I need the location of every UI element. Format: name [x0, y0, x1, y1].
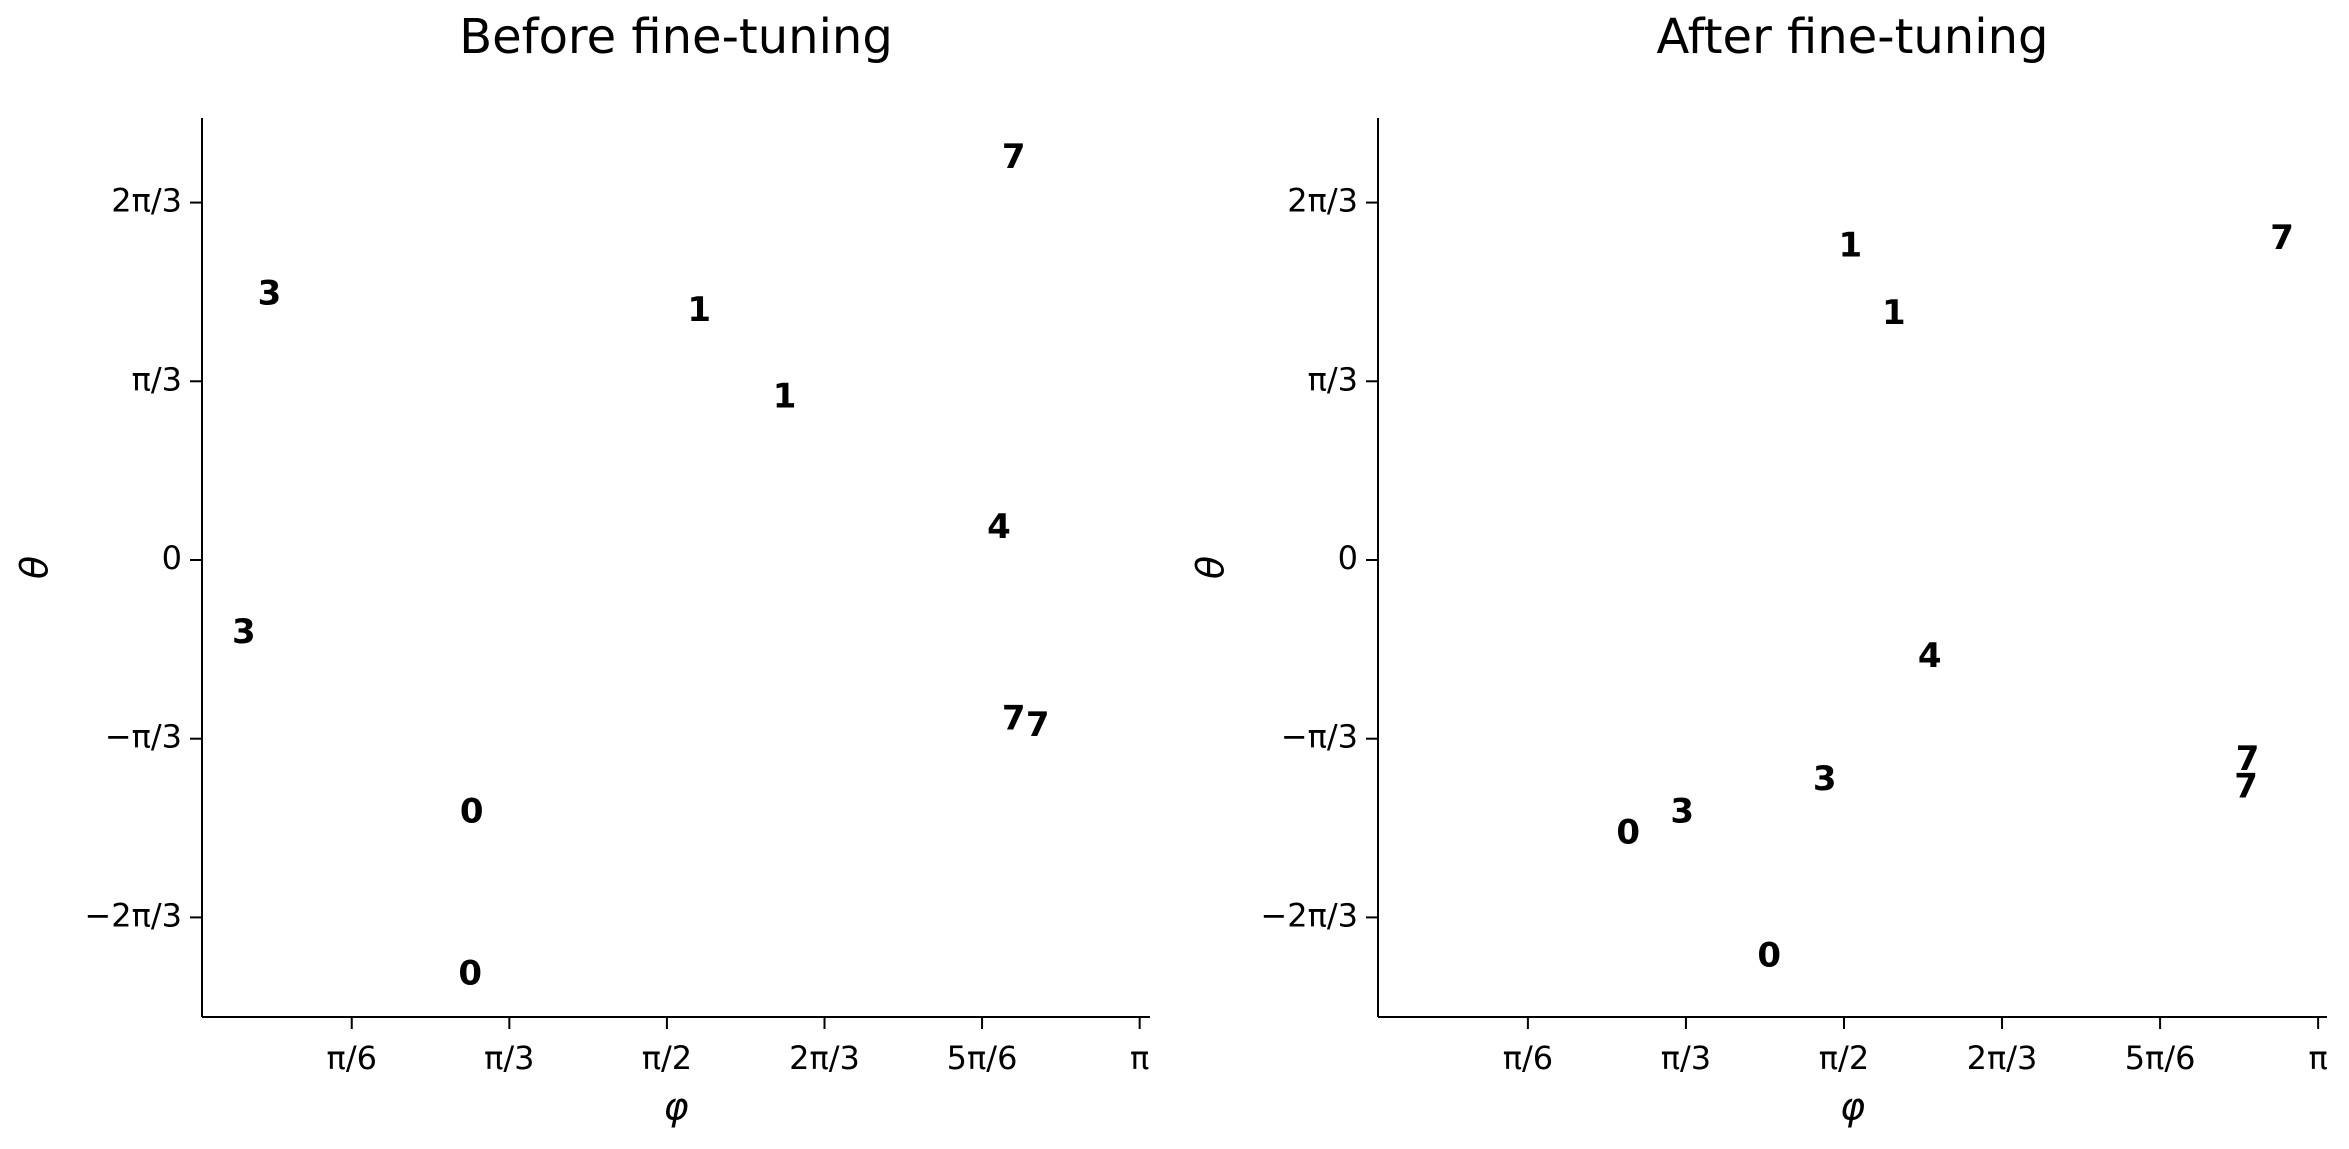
x-tick-label: π/6 [327, 1039, 377, 1077]
x-axis-label: φ [663, 1085, 688, 1129]
point-label: 4 [1918, 636, 1942, 676]
y-axis-label: θ [1189, 556, 1233, 579]
x-tick-label: π/3 [1661, 1039, 1711, 1077]
y-tick-label: π/3 [132, 360, 182, 398]
x-tick-label: π/2 [1819, 1039, 1869, 1077]
point-label: 7 [2236, 739, 2260, 779]
chart-title: After fine-tuning [1657, 9, 2049, 65]
point-label: 1 [1882, 293, 1906, 333]
y-tick-label: −π/3 [105, 718, 182, 756]
point-label: 7 [1002, 699, 1026, 739]
x-tick-label: π/2 [642, 1039, 692, 1077]
y-tick-label: π/3 [1308, 360, 1358, 398]
x-tick-label: π [2308, 1039, 2327, 1077]
chart-title: Before fine-tuning [459, 9, 893, 65]
y-tick-label: −π/3 [1281, 718, 1358, 756]
point-label: 1 [773, 377, 797, 417]
x-axis-label: φ [1840, 1085, 1865, 1129]
y-tick-label: 2π/3 [111, 182, 182, 220]
y-tick-label: 0 [1338, 539, 1358, 577]
x-tick-label: π/3 [484, 1039, 534, 1077]
point-label: 3 [1813, 759, 1837, 799]
point-label: 1 [687, 290, 711, 330]
point-label: 1 [1839, 225, 1863, 265]
x-tick-label: 5π/6 [947, 1039, 1018, 1077]
point-label: 3 [232, 612, 256, 652]
point-label: 7 [1026, 705, 1050, 745]
point-label: 7 [2234, 766, 2258, 806]
point-label: 7 [1002, 137, 1026, 177]
y-tick-label: −2π/3 [1260, 896, 1358, 934]
point-label: 0 [1616, 813, 1640, 853]
point-label: 3 [258, 273, 282, 313]
x-tick-label: 2π/3 [1967, 1039, 2038, 1077]
x-tick-label: 2π/3 [789, 1039, 860, 1077]
point-label: 0 [458, 954, 482, 994]
point-label: 0 [460, 792, 484, 832]
y-axis-label: θ [13, 556, 57, 579]
point-label: 3 [1670, 792, 1694, 832]
point-label: 4 [987, 507, 1011, 547]
x-tick-label: 5π/6 [2125, 1039, 2196, 1077]
y-tick-label: 2π/3 [1287, 182, 1358, 220]
y-tick-label: 0 [162, 539, 182, 577]
x-tick-label: π/6 [1503, 1039, 1553, 1077]
point-label: 7 [2270, 218, 2294, 258]
y-tick-label: −2π/3 [84, 896, 182, 934]
x-tick-label: π [1130, 1039, 1149, 1077]
point-label: 0 [1757, 936, 1781, 976]
